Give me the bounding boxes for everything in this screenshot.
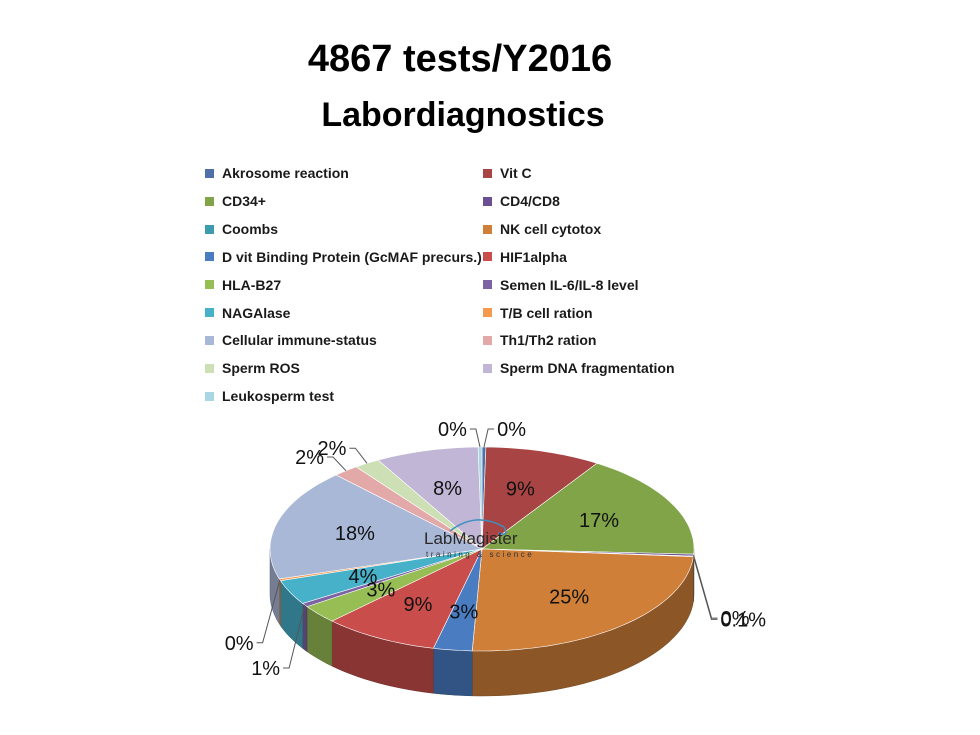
data-label: 17% [579,510,619,532]
pie-slice [306,548,483,622]
legend-label: NAGAlase [222,304,291,321]
pie-slice [481,446,598,550]
leader-line [327,456,347,472]
legend-swatch [483,364,492,374]
leader-line [349,447,368,464]
legend-item: Th1/Th2 ration [483,331,596,349]
pie-slice [269,474,483,580]
logo-name: LabMagister [424,529,518,548]
legend-label: HIF1alpha [500,248,567,265]
legend-swatch [483,168,492,178]
legend-swatch [483,252,492,262]
data-label: 3% [449,602,478,624]
legend-swatch [205,308,214,318]
data-label: 18% [335,523,375,545]
legend-label: Sperm ROS [222,360,300,377]
legend-label: Cellular immune-status [222,332,377,349]
legend-swatch [205,196,214,206]
labmagister-logo: LabMagister training & science [420,515,538,565]
pie-slice [481,462,695,555]
legend-swatch [205,280,214,290]
legend-swatch [205,336,214,346]
pie-slice [279,548,483,604]
logo-tagline: training & science [426,550,535,559]
leader-line [692,556,718,620]
legend-label: Coombs [222,220,278,237]
legend-item: HLA-B27 [205,276,281,294]
legend-item: HIF1alpha [483,248,567,266]
pie-slice [377,446,483,550]
legend-label: Vit C [500,165,532,181]
pie-slice [331,548,483,649]
data-label: 2% [295,447,324,469]
leader-line [483,428,495,448]
legend-label: Th1/Th2 ration [500,332,597,349]
legend-label: NK cell cytotox [500,220,602,237]
data-label: 3% [366,579,395,601]
legend-label: CD4/CD8 [500,192,560,209]
pie-slice-side [433,648,473,697]
legend-item: Semen IL-6/IL-8 level [483,276,639,294]
data-label: 1% [251,658,280,680]
legend-item: Cellular immune-status [205,331,377,349]
data-label: 8% [433,478,462,500]
legend-label: CD34+ [222,192,266,209]
legend-swatch [205,391,214,401]
legend-swatch [483,224,492,234]
data-label: 0% [497,419,526,441]
legend-swatch [205,168,214,178]
legend-item: NAGAlase [205,304,290,322]
data-label: 25% [549,586,589,608]
legend-item: NK cell cytotox [483,220,601,238]
legend-swatch [205,252,214,262]
data-label: 0% [225,633,254,655]
pie-slice [471,548,694,652]
legend-item: Coombs [205,220,278,238]
legend-swatch [483,280,492,290]
legend-label: Semen IL-6/IL-8 level [500,276,639,293]
data-label: 4% [349,566,378,588]
legend-swatch [205,224,214,234]
legend-swatch [205,364,214,374]
legend-label: T/B cell ration [500,304,593,321]
data-label: 0% [438,419,467,441]
legend-item: CD4/CD8 [483,192,560,210]
legend-item: Vit C [483,164,532,182]
legend-label: Leukosperm test [222,388,335,405]
legend-item: Akrosome reaction [205,164,349,182]
data-label: 2% [317,438,346,460]
legend-item: T/B cell ration [483,304,593,322]
legend-label: Sperm DNA fragmentation [500,360,675,377]
legend-item: Leukosperm test [205,387,334,405]
legend-swatch [483,196,492,206]
legend-item: Sperm ROS [205,359,300,377]
data-label: 9% [506,479,535,501]
legend-swatch [483,308,492,318]
legend-item: CD34+ [205,192,266,210]
chart-title: 4867 tests/Y2016 [307,38,613,80]
chart-subtitle: Labordiagnostics [321,96,605,134]
legend-item: Sperm DNA fragmentation [483,359,675,377]
data-label: 0% [721,608,750,630]
leader-line [469,428,481,448]
leader-line [693,554,718,619]
data-label: 0.1% [720,609,766,631]
leader-line [283,604,306,669]
legend-label: Akrosome reaction [222,165,349,181]
legend-label: HLA-B27 [222,276,282,293]
legend-swatch [483,336,492,346]
legend-label: D vit Binding Protein (GcMAF precurs.) [222,248,482,265]
data-label: 9% [404,594,433,616]
leader-line [256,579,281,644]
legend-item: D vit Binding Protein (GcMAF precurs.) [205,248,482,266]
